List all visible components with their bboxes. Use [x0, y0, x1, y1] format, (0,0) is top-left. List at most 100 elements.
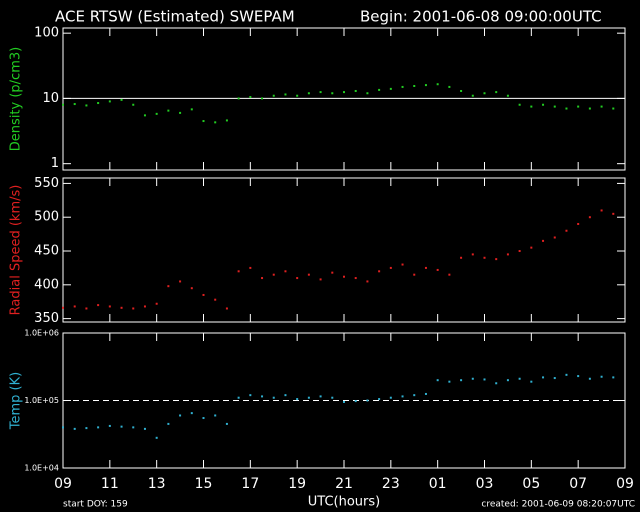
- data-point: [612, 376, 615, 379]
- data-point: [577, 105, 580, 108]
- data-point: [565, 229, 568, 232]
- data-point: [132, 426, 135, 429]
- data-point: [495, 258, 498, 261]
- data-point: [354, 277, 357, 280]
- data-point: [155, 436, 158, 439]
- x-tick-label: 07: [569, 476, 587, 492]
- data-point: [143, 427, 146, 430]
- data-point: [448, 85, 451, 88]
- x-tick-label: 11: [101, 476, 119, 492]
- data-point: [108, 100, 111, 103]
- data-point: [261, 277, 264, 280]
- data-point: [167, 285, 170, 288]
- y-tick-label: 100: [34, 26, 59, 41]
- plot-frame: [62, 177, 626, 323]
- data-point: [436, 379, 439, 382]
- data-point: [588, 107, 591, 110]
- data-point: [413, 273, 416, 276]
- data-point: [518, 377, 521, 380]
- data-point: [97, 304, 100, 307]
- data-point: [97, 102, 100, 105]
- data-point: [155, 302, 158, 305]
- data-point: [179, 280, 182, 283]
- data-point: [565, 373, 568, 376]
- data-point: [424, 84, 427, 87]
- data-point: [495, 382, 498, 385]
- data-point: [284, 270, 287, 273]
- data-point: [202, 120, 205, 123]
- data-point: [190, 412, 193, 415]
- data-point: [120, 306, 123, 309]
- data-point: [73, 427, 76, 430]
- data-point: [225, 119, 228, 122]
- data-point: [237, 270, 240, 273]
- y-tick-label: 500: [34, 210, 59, 225]
- data-point: [577, 375, 580, 378]
- data-point: [284, 394, 287, 397]
- data-point: [331, 92, 334, 95]
- data-point: [600, 375, 603, 378]
- data-point: [354, 89, 357, 92]
- data-point: [389, 396, 392, 399]
- data-point: [73, 305, 76, 308]
- data-point: [120, 425, 123, 428]
- data-point: [401, 85, 404, 88]
- data-point: [214, 121, 217, 124]
- data-point: [343, 401, 345, 404]
- y-tick-label: 550: [34, 176, 59, 191]
- data-point: [249, 394, 252, 397]
- data-point: [261, 97, 264, 100]
- data-point: [542, 103, 545, 106]
- x-tick-label: 17: [241, 476, 259, 492]
- data-point: [225, 307, 228, 310]
- data-point: [413, 85, 416, 88]
- y-tick-label: 350: [34, 311, 59, 326]
- data-point: [471, 94, 474, 97]
- data-point: [319, 91, 322, 94]
- data-point: [588, 377, 591, 380]
- data-point: [272, 273, 275, 276]
- data-point: [343, 275, 345, 278]
- y-tick-label: 10: [42, 91, 59, 106]
- y-axis-label: Radial Speed (km/s): [9, 185, 24, 316]
- data-point: [108, 305, 111, 308]
- data-point: [413, 394, 416, 397]
- start-doy: start DOY: 159: [63, 500, 128, 510]
- x-tick-label: 03: [476, 476, 494, 492]
- data-point: [237, 396, 240, 399]
- x-tick-label: 09: [54, 476, 72, 492]
- data-point: [272, 396, 275, 399]
- data-point: [132, 103, 135, 106]
- data-point: [530, 105, 533, 108]
- data-point: [483, 378, 486, 381]
- data-point: [237, 97, 240, 100]
- data-point: [85, 427, 88, 430]
- data-point: [448, 380, 451, 383]
- data-point: [530, 246, 533, 249]
- data-point: [553, 377, 556, 380]
- data-point: [296, 398, 299, 401]
- y-tick-label: 450: [34, 244, 59, 259]
- data-point: [460, 379, 463, 382]
- data-point: [436, 83, 439, 86]
- data-point: [225, 422, 228, 425]
- data-point: [307, 92, 310, 95]
- data-point: [190, 287, 193, 290]
- x-tick-label: 21: [335, 476, 353, 492]
- data-point: [85, 104, 88, 107]
- data-point: [120, 98, 123, 101]
- x-tick-label: 23: [382, 476, 400, 492]
- x-tick-label: 19: [288, 476, 306, 492]
- data-point: [424, 392, 427, 395]
- data-point: [272, 94, 275, 97]
- data-point: [319, 278, 322, 281]
- y-tick-label: 1: [51, 156, 59, 171]
- data-point: [214, 414, 217, 417]
- data-point: [506, 253, 509, 256]
- data-point: [612, 107, 615, 110]
- data-point: [249, 266, 252, 269]
- data-point: [495, 91, 498, 94]
- data-point: [179, 111, 182, 114]
- data-point: [471, 377, 474, 380]
